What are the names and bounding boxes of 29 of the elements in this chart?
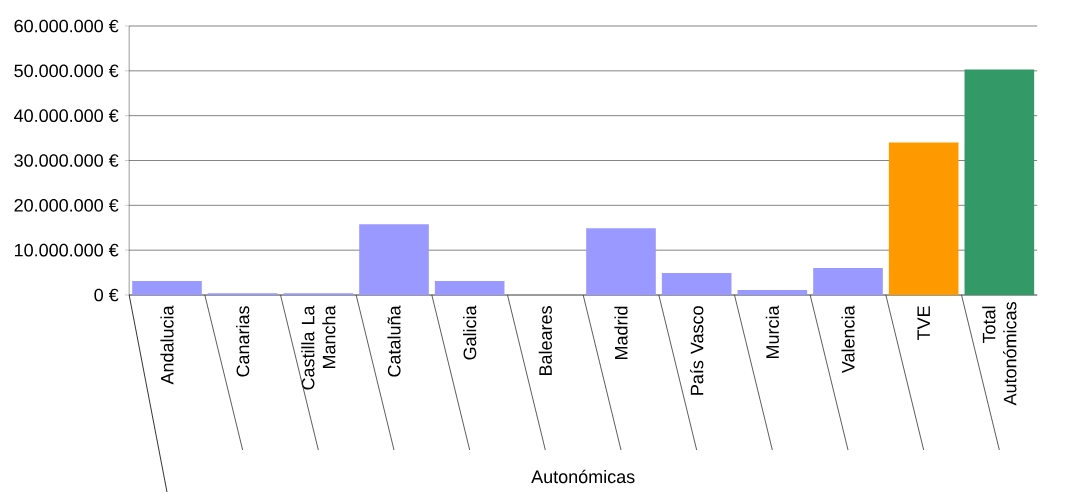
bar <box>813 268 883 295</box>
y-tick-label: 0 € <box>94 288 119 302</box>
x-axis-title: Autonómicas <box>531 469 635 484</box>
bar <box>888 142 959 295</box>
bar <box>737 290 808 295</box>
x-tick-label: Andalucia <box>160 305 174 385</box>
x-tick-label: Cataluña <box>387 305 401 377</box>
x-tick-label: Total Autonómicas <box>982 302 1017 406</box>
y-tick-label: 10.000.000 € <box>14 243 119 257</box>
y-tick-label: 30.000.000 € <box>14 154 119 167</box>
x-tick-label: TVE <box>917 306 930 341</box>
bar <box>964 69 1035 295</box>
y-tick-label: 50.000.000 € <box>14 64 119 78</box>
x-tick-label: Galicia <box>463 305 477 360</box>
x-tick-label: Castilla La Mancha <box>301 305 336 390</box>
bar <box>359 224 429 295</box>
y-tick-label: 60.000.000 € <box>14 19 119 33</box>
x-tick-label: Murcia <box>765 305 779 358</box>
x-tick-label: Baleares <box>538 306 552 376</box>
y-tick-label: 40.000.000 € <box>14 109 119 123</box>
x-tick-label: Madrid <box>614 306 628 359</box>
x-tick-label: País Vasco <box>689 306 704 395</box>
bar <box>132 281 202 295</box>
bar <box>661 273 732 295</box>
x-tick-label: Valencia <box>841 305 855 374</box>
y-tick-label: 20.000.000 € <box>14 198 119 212</box>
bar <box>586 228 656 295</box>
x-tick-label: Canarias <box>236 306 250 377</box>
bar <box>434 281 505 295</box>
